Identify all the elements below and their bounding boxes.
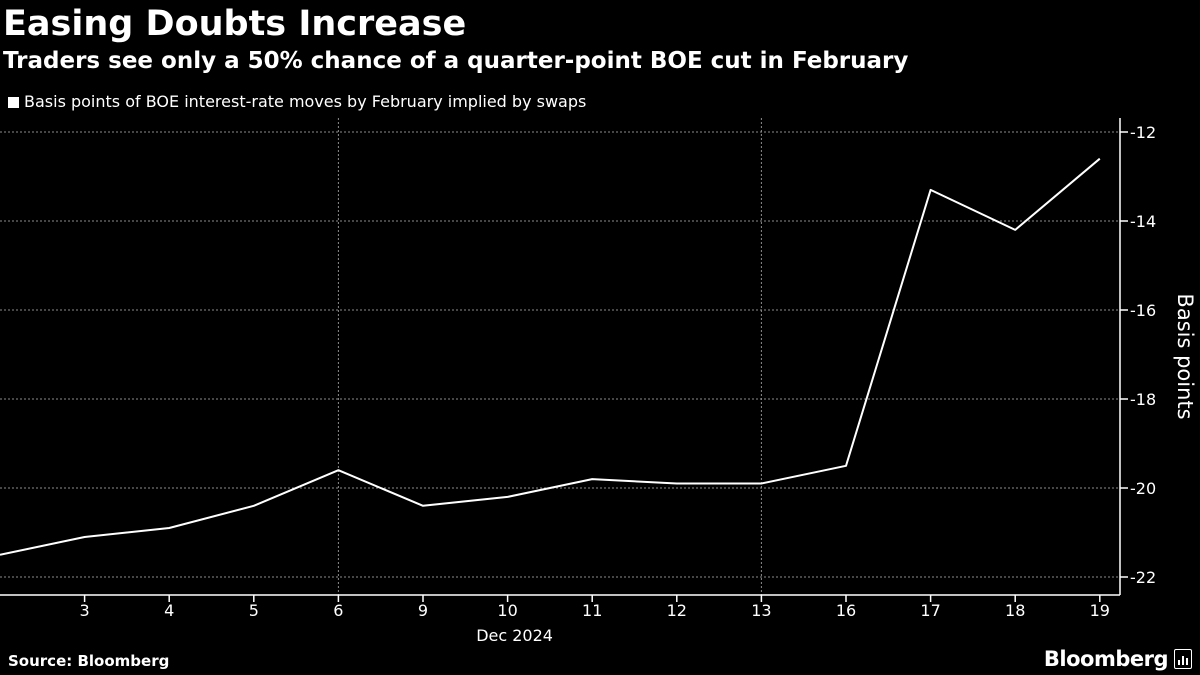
x-tick-label: 3 [80, 601, 90, 620]
axes [0, 118, 1128, 602]
y-axis-label: Basis points [1173, 293, 1197, 419]
x-tick-label: 6 [333, 601, 343, 620]
grid-lines [0, 118, 1120, 595]
x-tick-label: 11 [582, 601, 602, 620]
y-tick-label: -20 [1130, 479, 1156, 498]
legend: Basis points of BOE interest-rate moves … [8, 91, 586, 113]
y-tick-label: -14 [1130, 212, 1156, 231]
y-tick-label: -18 [1130, 390, 1156, 409]
series-group [0, 157, 1101, 556]
series-line [0, 157, 1101, 556]
x-tick-label: 18 [1005, 601, 1025, 620]
y-tick-label: -22 [1130, 568, 1156, 587]
x-tick-label: 17 [920, 601, 940, 620]
x-tick-label: 10 [497, 601, 517, 620]
x-tick-label: 9 [418, 601, 428, 620]
bloomberg-logo: Bloomberg [1044, 645, 1192, 673]
x-group-label: Dec 2024 [476, 626, 553, 645]
terminal-icon [1174, 649, 1192, 669]
legend-swatch [8, 96, 19, 108]
y-tick-label: -16 [1130, 301, 1156, 320]
x-tick-labels: 3 4 5 6 9 10 11 12 13 16 17 18 19 [80, 601, 1110, 620]
source-note: Source: Bloomberg [8, 652, 170, 670]
chart-title: Easing Doubts Increase [3, 4, 467, 44]
x-tick-label: 19 [1090, 601, 1110, 620]
x-tick-label: 12 [667, 601, 687, 620]
legend-label: Basis points of BOE interest-rate moves … [24, 92, 587, 111]
y-tick-label: -12 [1130, 123, 1156, 142]
x-tick-label: 16 [836, 601, 856, 620]
x-tick-label: 4 [164, 601, 174, 620]
x-tick-label: 13 [751, 601, 771, 620]
y-tick-labels: -12 -14 -16 -18 -20 -22 [1130, 123, 1156, 587]
x-tick-label: 5 [249, 601, 259, 620]
chart-subtitle: Traders see only a 50% chance of a quart… [3, 48, 909, 74]
brand-name: Bloomberg [1043, 647, 1169, 671]
